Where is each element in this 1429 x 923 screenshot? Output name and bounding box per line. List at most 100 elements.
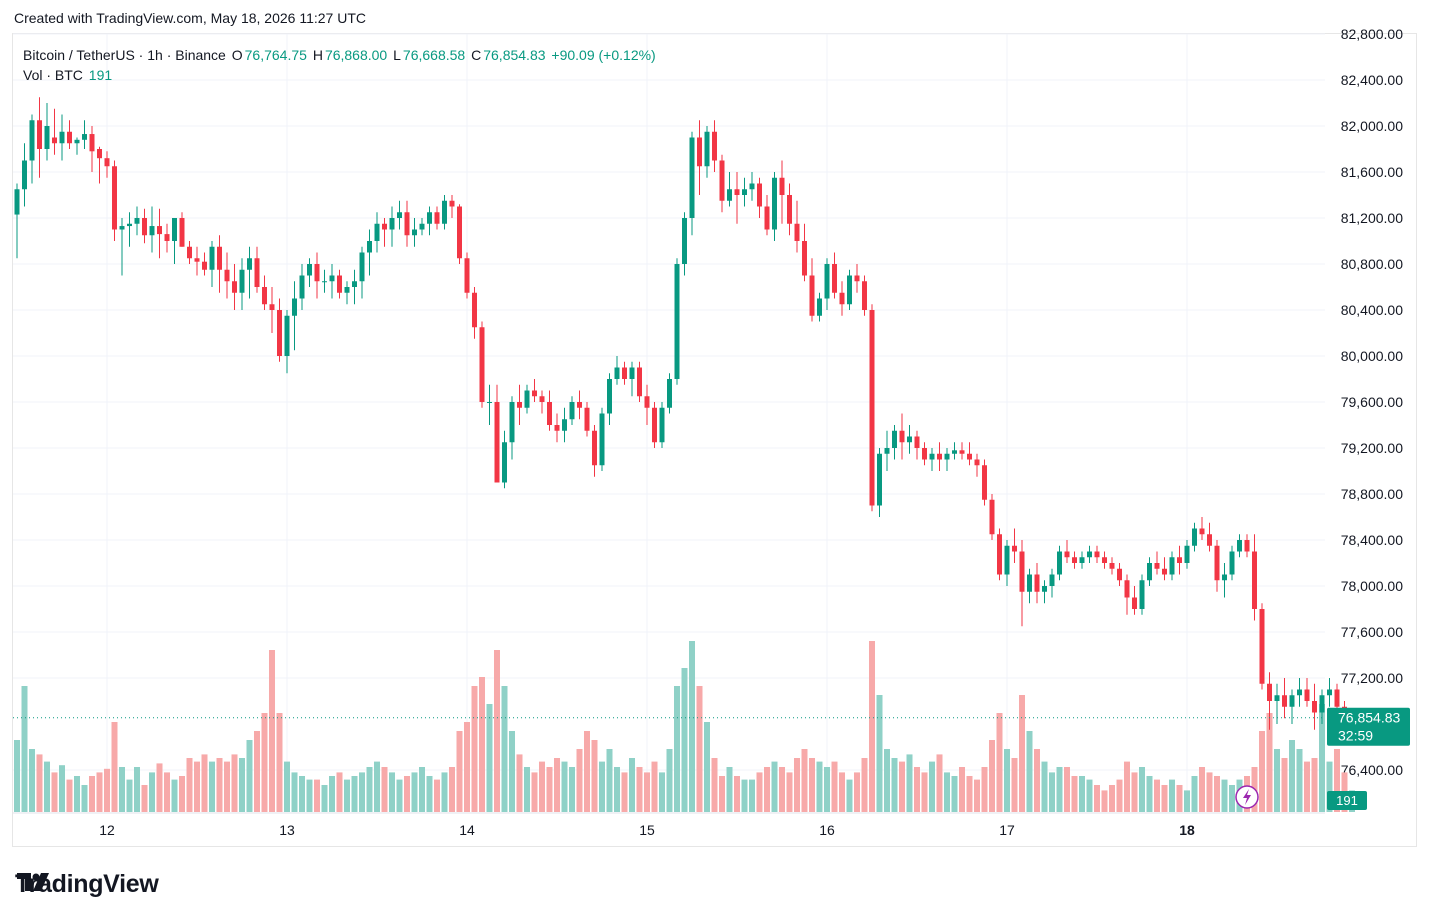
- candle-body[interactable]: [284, 315, 290, 356]
- candle-body[interactable]: [344, 287, 350, 293]
- candle-body[interactable]: [577, 402, 582, 408]
- candle-body[interactable]: [1132, 597, 1137, 610]
- candle-body[interactable]: [997, 534, 1002, 575]
- candle-body[interactable]: [1274, 695, 1280, 701]
- candle-body[interactable]: [149, 226, 155, 236]
- candle-body[interactable]: [1154, 563, 1160, 569]
- candle-body[interactable]: [239, 269, 245, 293]
- candle-body[interactable]: [1169, 557, 1175, 575]
- candle-body[interactable]: [1042, 586, 1047, 592]
- candle-body[interactable]: [607, 379, 612, 414]
- candle-body[interactable]: [419, 223, 425, 230]
- candle-body[interactable]: [824, 264, 830, 299]
- candle-body[interactable]: [112, 166, 117, 230]
- candle-body[interactable]: [89, 134, 95, 152]
- candle-body[interactable]: [157, 226, 162, 235]
- candle-body[interactable]: [1019, 551, 1025, 592]
- candle-body[interactable]: [277, 310, 282, 356]
- candle-body[interactable]: [52, 137, 57, 144]
- candle-body[interactable]: [464, 258, 470, 293]
- candle-body[interactable]: [1214, 545, 1220, 581]
- candle-body[interactable]: [1237, 540, 1242, 552]
- candle-body[interactable]: [832, 264, 837, 293]
- candle-body[interactable]: [539, 396, 545, 402]
- candle-body[interactable]: [194, 258, 200, 262]
- candle-body[interactable]: [449, 200, 455, 207]
- candle-body[interactable]: [37, 120, 42, 149]
- candle-body[interactable]: [944, 453, 950, 460]
- candle-body[interactable]: [1049, 574, 1055, 587]
- candle-body[interactable]: [929, 453, 935, 460]
- candle-body[interactable]: [1327, 689, 1332, 696]
- candle-body[interactable]: [134, 218, 140, 224]
- candle-body[interactable]: [1289, 695, 1295, 707]
- candle-body[interactable]: [1312, 701, 1317, 713]
- candle-body[interactable]: [839, 292, 845, 305]
- candle-body[interactable]: [802, 241, 807, 276]
- candle-body[interactable]: [847, 275, 852, 305]
- candle-body[interactable]: [74, 139, 80, 144]
- candle-body[interactable]: [247, 258, 252, 270]
- candle-body[interactable]: [517, 402, 522, 408]
- candle-body[interactable]: [359, 252, 365, 282]
- candle-body[interactable]: [809, 275, 815, 316]
- symbol-label[interactable]: Bitcoin / TetherUS · 1h · Binance: [23, 47, 226, 63]
- candle-body[interactable]: [1012, 545, 1017, 552]
- candle-body[interactable]: [772, 177, 777, 230]
- candle-body[interactable]: [427, 212, 432, 224]
- candle-body[interactable]: [1199, 528, 1205, 535]
- candle-body[interactable]: [1087, 551, 1092, 558]
- candle-body[interactable]: [524, 390, 530, 408]
- candle-body[interactable]: [209, 246, 215, 270]
- candle-body[interactable]: [532, 390, 537, 397]
- candle-body[interactable]: [1192, 528, 1197, 546]
- candle-body[interactable]: [952, 450, 957, 454]
- candle-body[interactable]: [779, 177, 785, 195]
- candle-body[interactable]: [749, 183, 755, 190]
- candle-body[interactable]: [1267, 683, 1272, 701]
- candle-body[interactable]: [487, 402, 492, 403]
- candle-body[interactable]: [44, 126, 50, 149]
- candle-body[interactable]: [974, 459, 980, 466]
- candle-body[interactable]: [254, 258, 260, 287]
- candle-body[interactable]: [727, 189, 732, 201]
- candle-body[interactable]: [59, 131, 65, 144]
- candle-body[interactable]: [937, 453, 942, 460]
- candle-body[interactable]: [29, 120, 35, 161]
- candle-body[interactable]: [629, 367, 635, 380]
- candle-body[interactable]: [734, 189, 740, 195]
- candle-body[interactable]: [1034, 574, 1040, 592]
- candle-body[interactable]: [914, 436, 920, 449]
- candle-body[interactable]: [494, 402, 500, 483]
- candle-body[interactable]: [982, 465, 987, 500]
- candle-body[interactable]: [472, 292, 477, 328]
- candle-body[interactable]: [22, 160, 27, 190]
- candle-body[interactable]: [502, 442, 507, 483]
- candle-body[interactable]: [179, 218, 185, 247]
- candle-body[interactable]: [599, 413, 605, 466]
- tradingview-brand[interactable]: TradingView: [15, 870, 159, 899]
- candle-body[interactable]: [142, 218, 147, 236]
- candle-body[interactable]: [817, 298, 822, 316]
- candle-body[interactable]: [1162, 568, 1167, 575]
- candle-body[interactable]: [689, 137, 695, 219]
- candle-body[interactable]: [884, 448, 890, 454]
- candle-body[interactable]: [292, 298, 297, 316]
- candle-body[interactable]: [1027, 574, 1032, 592]
- candle-body[interactable]: [97, 149, 102, 159]
- candle-body[interactable]: [389, 218, 395, 230]
- candle-body[interactable]: [652, 407, 657, 443]
- candle-body[interactable]: [14, 189, 20, 215]
- candle-body[interactable]: [637, 367, 642, 397]
- candle-body[interactable]: [1297, 689, 1302, 696]
- candle-body[interactable]: [1229, 551, 1235, 575]
- candle-body[interactable]: [434, 212, 440, 224]
- candle-body[interactable]: [232, 281, 237, 293]
- candle-body[interactable]: [967, 453, 972, 460]
- candle-body[interactable]: [547, 402, 552, 425]
- candle-body[interactable]: [1207, 534, 1212, 546]
- candle-body[interactable]: [1094, 551, 1100, 558]
- candle-body[interactable]: [892, 430, 897, 448]
- candle-body[interactable]: [1147, 563, 1152, 581]
- candle-body[interactable]: [1057, 551, 1062, 575]
